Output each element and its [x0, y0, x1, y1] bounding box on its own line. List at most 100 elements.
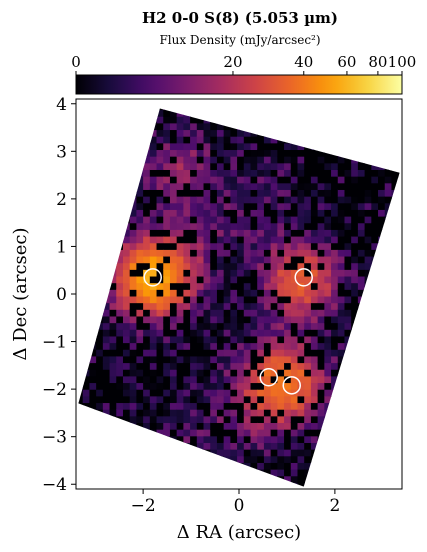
map-pixel — [317, 235, 325, 244]
map-pixel — [391, 262, 399, 270]
map-pixel — [310, 369, 319, 377]
map-pixel — [384, 449, 393, 457]
map-pixel — [304, 369, 312, 377]
map-pixel — [143, 249, 151, 257]
map-pixel — [136, 449, 144, 457]
map-pixel — [337, 329, 346, 337]
map-pixel — [290, 136, 299, 144]
map-pixel — [337, 389, 346, 397]
map-pixel — [263, 116, 272, 124]
map-pixel — [297, 136, 305, 144]
map-pixel — [250, 442, 258, 450]
map-pixel — [284, 289, 292, 297]
map-pixel — [344, 335, 352, 344]
map-pixel — [196, 255, 205, 264]
map-pixel — [337, 349, 346, 357]
map-pixel — [284, 382, 292, 390]
map-pixel — [163, 389, 171, 397]
map-pixel — [304, 149, 312, 157]
map-pixel — [96, 162, 104, 170]
map-pixel — [351, 409, 359, 417]
map-pixel — [391, 342, 399, 350]
map-pixel — [243, 342, 252, 350]
map-pixel — [237, 329, 245, 337]
map-pixel — [357, 189, 366, 197]
map-pixel — [216, 455, 225, 463]
map-pixel — [122, 169, 131, 177]
map-pixel — [277, 389, 285, 397]
map-pixel — [149, 108, 158, 111]
map-pixel — [384, 235, 393, 244]
y-tick-label: 2 — [56, 190, 67, 210]
map-pixel — [317, 475, 325, 483]
map-pixel — [378, 455, 386, 463]
map-pixel — [190, 435, 198, 443]
map-pixel — [337, 362, 346, 370]
map-pixel — [196, 282, 205, 290]
map-pixel — [129, 289, 137, 297]
map-pixel — [176, 395, 184, 404]
map-pixel — [378, 369, 386, 377]
map-pixel — [237, 362, 245, 370]
map-pixel — [89, 395, 97, 404]
map-pixel — [122, 275, 131, 284]
map-pixel — [250, 329, 258, 337]
map-pixel — [371, 235, 379, 244]
map-pixel — [78, 449, 84, 457]
map-pixel — [216, 342, 225, 350]
map-pixel — [284, 455, 292, 463]
map-pixel — [331, 149, 339, 157]
map-pixel — [122, 449, 131, 457]
map-pixel — [310, 469, 319, 477]
map-pixel — [310, 282, 319, 290]
map-pixel — [203, 475, 211, 483]
map-pixel — [391, 422, 399, 430]
map-pixel — [331, 462, 339, 470]
map-pixel — [163, 209, 171, 217]
map-pixel — [109, 355, 117, 364]
map-pixel — [89, 302, 97, 310]
map-pixel — [304, 415, 312, 424]
map-pixel — [297, 122, 305, 131]
map-pixel — [230, 255, 238, 264]
map-pixel — [82, 395, 91, 404]
map-pixel — [210, 449, 218, 457]
map-pixel — [250, 335, 258, 344]
map-pixel — [176, 315, 184, 324]
map-pixel — [331, 189, 339, 197]
map-pixel — [317, 109, 325, 117]
map-pixel — [122, 149, 131, 157]
map-pixel — [331, 469, 339, 477]
map-pixel — [250, 229, 258, 237]
map-pixel — [102, 122, 111, 131]
map-pixel — [391, 275, 399, 284]
map-pixel — [310, 442, 319, 450]
map-pixel — [277, 409, 285, 417]
map-pixel — [116, 335, 124, 344]
map-pixel — [143, 202, 151, 210]
map-pixel — [129, 156, 137, 164]
map-pixel — [122, 182, 131, 190]
map-pixel — [223, 216, 231, 224]
map-pixel — [183, 176, 191, 184]
map-pixel — [250, 249, 258, 257]
map-pixel — [190, 162, 198, 170]
map-pixel — [364, 315, 372, 324]
map-pixel — [357, 349, 366, 357]
map-pixel — [136, 415, 144, 424]
map-pixel — [156, 322, 164, 330]
map-pixel — [344, 415, 352, 424]
map-pixel — [109, 409, 117, 417]
map-pixel — [230, 449, 238, 457]
map-pixel — [204, 96, 211, 103]
map-pixel — [277, 202, 285, 210]
map-pixel — [378, 209, 386, 217]
map-pixel — [143, 315, 151, 324]
map-pixel — [216, 409, 225, 417]
map-pixel — [270, 429, 278, 437]
map-pixel — [143, 355, 151, 364]
map-pixel — [116, 362, 124, 370]
map-pixel — [122, 395, 131, 404]
map-pixel — [331, 309, 339, 317]
map-pixel — [122, 116, 131, 124]
